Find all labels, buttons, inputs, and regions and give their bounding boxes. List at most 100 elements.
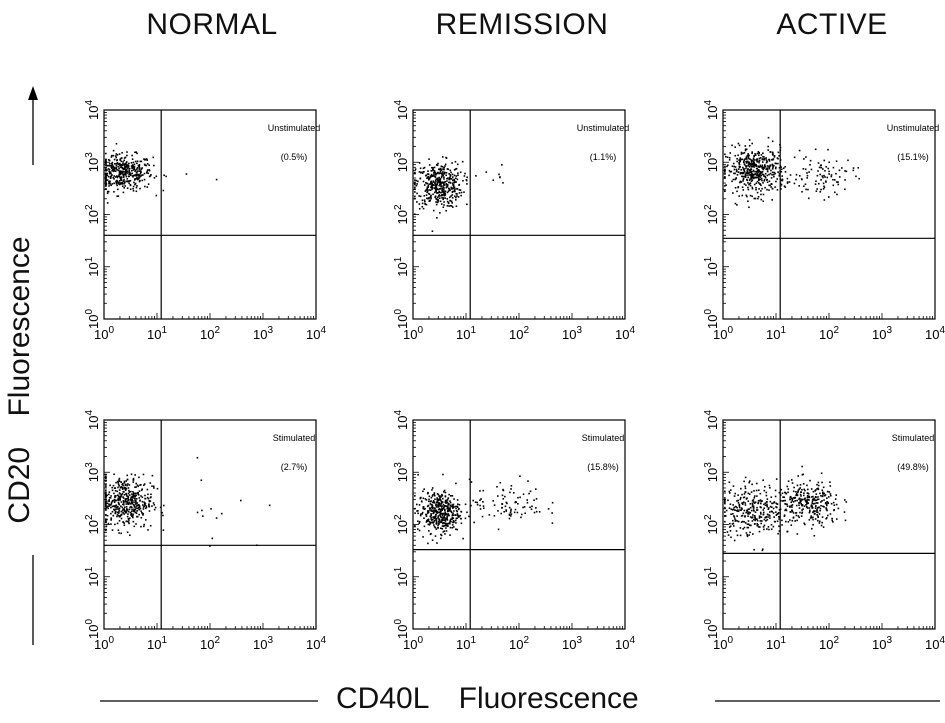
data-point xyxy=(105,500,107,502)
data-point xyxy=(138,168,141,170)
data-point xyxy=(117,495,120,498)
data-point xyxy=(126,172,128,175)
data-point xyxy=(453,195,456,198)
data-point xyxy=(130,505,132,508)
data-point xyxy=(448,510,450,512)
data-point xyxy=(820,524,823,527)
data-point xyxy=(132,497,134,499)
data-point xyxy=(124,156,127,159)
data-point xyxy=(821,495,824,498)
data-point xyxy=(454,505,457,508)
data-point xyxy=(812,498,814,501)
panel-remission-unstimulated: 100 101 102 103 104100101102103104Unstimulat… xyxy=(393,100,635,342)
data-point xyxy=(818,522,821,524)
data-point xyxy=(762,509,765,511)
data-point xyxy=(810,504,813,506)
data-point xyxy=(440,501,443,503)
data-point xyxy=(780,488,783,491)
data-point xyxy=(765,159,768,161)
data-point xyxy=(444,495,447,497)
data-point xyxy=(438,495,440,498)
data-point xyxy=(149,482,152,484)
data-point xyxy=(752,160,755,163)
data-point xyxy=(110,156,113,158)
data-point xyxy=(747,492,750,495)
data-point xyxy=(428,530,430,532)
data-point xyxy=(827,167,830,170)
data-point xyxy=(152,485,155,488)
data-point xyxy=(441,527,444,530)
data-point xyxy=(454,177,457,180)
data-point xyxy=(817,481,820,484)
data-point xyxy=(153,508,156,511)
data-point xyxy=(115,164,118,167)
data-point xyxy=(442,171,444,173)
data-point xyxy=(126,180,129,183)
data-point xyxy=(517,496,519,499)
data-point xyxy=(742,180,744,182)
data-point xyxy=(118,485,121,487)
data-point xyxy=(752,163,754,165)
data-point xyxy=(517,502,519,505)
data-point xyxy=(118,489,121,491)
data-point xyxy=(440,512,442,515)
data-point xyxy=(821,500,823,502)
data-point xyxy=(443,506,445,509)
data-point xyxy=(744,515,746,518)
data-point xyxy=(754,511,757,513)
data-point xyxy=(122,484,124,487)
data-point xyxy=(143,484,145,487)
data-point xyxy=(116,176,119,179)
x-tick-label: 104 xyxy=(615,325,635,342)
data-point xyxy=(442,174,444,177)
data-point xyxy=(125,174,127,176)
data-point xyxy=(844,519,847,522)
data-point xyxy=(763,503,765,506)
data-point xyxy=(452,179,454,182)
data-point xyxy=(816,507,819,509)
data-point xyxy=(134,169,137,171)
data-point xyxy=(763,156,765,158)
data-point xyxy=(744,502,747,504)
data-point xyxy=(116,513,119,516)
data-point xyxy=(753,161,755,164)
data-point xyxy=(127,165,130,168)
data-point xyxy=(806,501,808,504)
data-point xyxy=(452,185,455,188)
data-point xyxy=(761,520,763,522)
data-point xyxy=(125,171,128,173)
data-point xyxy=(441,165,444,168)
data-point xyxy=(769,164,772,167)
data-point xyxy=(447,514,449,517)
data-point xyxy=(835,503,838,506)
data-point xyxy=(755,165,758,168)
data-point xyxy=(771,502,774,505)
data-point xyxy=(734,509,736,512)
data-point xyxy=(138,513,140,516)
data-point xyxy=(430,513,432,515)
data-point xyxy=(123,513,125,515)
data-point xyxy=(793,497,796,499)
data-point xyxy=(448,181,450,184)
data-point xyxy=(134,182,137,185)
data-point xyxy=(740,151,743,154)
data-point xyxy=(822,493,824,495)
data-point xyxy=(770,523,773,526)
data-point xyxy=(137,177,140,180)
data-point xyxy=(436,178,438,181)
data-point xyxy=(162,504,165,507)
data-point xyxy=(136,168,138,170)
data-point xyxy=(129,503,132,505)
data-point xyxy=(144,497,146,500)
x-tick-label: 104 xyxy=(925,325,945,342)
data-point xyxy=(733,506,736,509)
data-point xyxy=(132,513,134,516)
data-point xyxy=(476,503,479,506)
data-point xyxy=(452,505,454,508)
data-point xyxy=(135,494,138,497)
data-point xyxy=(771,187,774,190)
data-point xyxy=(736,506,738,509)
data-point xyxy=(815,493,818,495)
data-point xyxy=(136,515,138,518)
data-point xyxy=(141,496,144,499)
